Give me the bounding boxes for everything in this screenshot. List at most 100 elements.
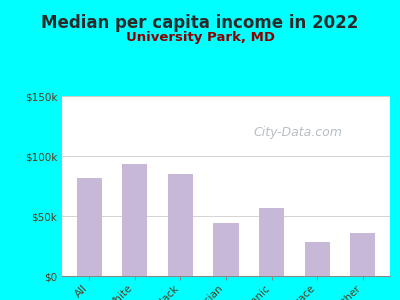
Bar [62,98,390,99]
Bar [62,97,390,99]
Bar [62,96,390,98]
Bar [62,97,390,98]
Bar [62,96,390,98]
Bar [62,96,390,98]
Bar [62,98,390,99]
Bar [62,96,390,98]
Bar [62,98,390,99]
Bar [62,97,390,99]
Bar [62,97,390,98]
Bar [62,97,390,99]
Bar [62,96,390,98]
Bar [62,98,390,100]
Bar [259,208,284,276]
Bar [62,96,390,98]
Bar [62,97,390,99]
Bar [62,98,390,99]
Bar [62,97,390,99]
Bar [62,97,390,98]
Bar [62,97,390,98]
Bar [62,97,390,99]
Bar [62,97,390,99]
Bar [62,97,390,99]
Bar [62,98,390,99]
Bar [62,97,390,98]
Bar [62,97,390,98]
Text: City-Data.com: City-Data.com [254,125,342,139]
Bar [304,242,330,276]
Bar [62,96,390,98]
Bar [62,96,390,98]
Bar [62,96,390,98]
Bar [62,97,390,99]
Bar [62,97,390,99]
Bar [62,97,390,99]
Bar [62,97,390,99]
Bar [62,96,390,98]
Bar [62,97,390,99]
Bar [62,97,390,98]
Bar [214,223,238,276]
Bar [62,98,390,99]
Bar [62,97,390,99]
Bar [62,97,390,99]
Bar [62,98,390,100]
Bar [62,98,390,99]
Bar [62,97,390,99]
Bar [62,96,390,98]
Bar [62,97,390,99]
Bar [62,97,390,98]
Bar [62,98,390,99]
Bar [62,97,390,99]
Bar [350,233,375,276]
Bar [62,97,390,99]
Bar [62,97,390,99]
Bar [62,97,390,98]
Bar [62,97,390,99]
Bar [62,97,390,99]
Text: Median per capita income in 2022: Median per capita income in 2022 [41,14,359,32]
Bar [62,97,390,99]
Bar [77,178,102,276]
Bar [62,97,390,98]
Bar [62,96,390,98]
Bar [62,96,390,98]
Text: University Park, MD: University Park, MD [126,32,274,44]
Bar [62,96,390,98]
Bar [62,96,390,98]
Bar [62,97,390,99]
Bar [62,98,390,100]
Bar [62,96,390,98]
Bar [62,98,390,99]
Bar [168,174,193,276]
Bar [62,96,390,98]
Bar [62,98,390,100]
Bar [122,164,148,276]
Bar [62,97,390,98]
Bar [62,98,390,100]
Bar [62,98,390,99]
Bar [62,97,390,98]
Bar [62,96,390,98]
Bar [62,96,390,98]
Bar [62,97,390,99]
Bar [62,97,390,99]
Bar [62,97,390,98]
Bar [62,98,390,99]
Bar [62,97,390,98]
Bar [62,98,390,99]
Bar [62,97,390,99]
Bar [62,96,390,98]
Bar [62,97,390,99]
Bar [62,97,390,98]
Bar [62,96,390,98]
Bar [62,98,390,100]
Bar [62,96,390,98]
Bar [62,96,390,98]
Bar [62,98,390,100]
Bar [62,98,390,99]
Bar [62,97,390,99]
Bar [62,97,390,98]
Bar [62,98,390,100]
Bar [62,96,390,98]
